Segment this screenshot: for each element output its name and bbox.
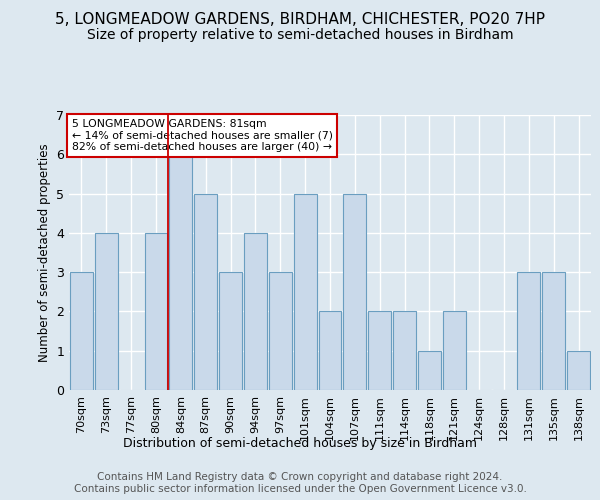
Bar <box>567 350 590 390</box>
Bar <box>343 194 366 390</box>
Text: Distribution of semi-detached houses by size in Birdham: Distribution of semi-detached houses by … <box>123 438 477 450</box>
Bar <box>517 272 540 390</box>
Bar <box>70 272 93 390</box>
Bar <box>393 312 416 390</box>
Text: 5, LONGMEADOW GARDENS, BIRDHAM, CHICHESTER, PO20 7HP: 5, LONGMEADOW GARDENS, BIRDHAM, CHICHEST… <box>55 12 545 28</box>
Text: Contains HM Land Registry data © Crown copyright and database right 2024.
Contai: Contains HM Land Registry data © Crown c… <box>74 472 526 494</box>
Text: Size of property relative to semi-detached houses in Birdham: Size of property relative to semi-detach… <box>86 28 514 42</box>
Bar <box>294 194 317 390</box>
Bar <box>219 272 242 390</box>
Bar <box>319 312 341 390</box>
Bar <box>95 233 118 390</box>
Bar <box>443 312 466 390</box>
Bar <box>169 154 192 390</box>
Bar <box>244 233 267 390</box>
Text: 5 LONGMEADOW GARDENS: 81sqm
← 14% of semi-detached houses are smaller (7)
82% of: 5 LONGMEADOW GARDENS: 81sqm ← 14% of sem… <box>71 119 332 152</box>
Bar <box>145 233 167 390</box>
Y-axis label: Number of semi-detached properties: Number of semi-detached properties <box>38 143 50 362</box>
Bar <box>418 350 441 390</box>
Bar <box>194 194 217 390</box>
Bar <box>269 272 292 390</box>
Bar <box>368 312 391 390</box>
Bar <box>542 272 565 390</box>
